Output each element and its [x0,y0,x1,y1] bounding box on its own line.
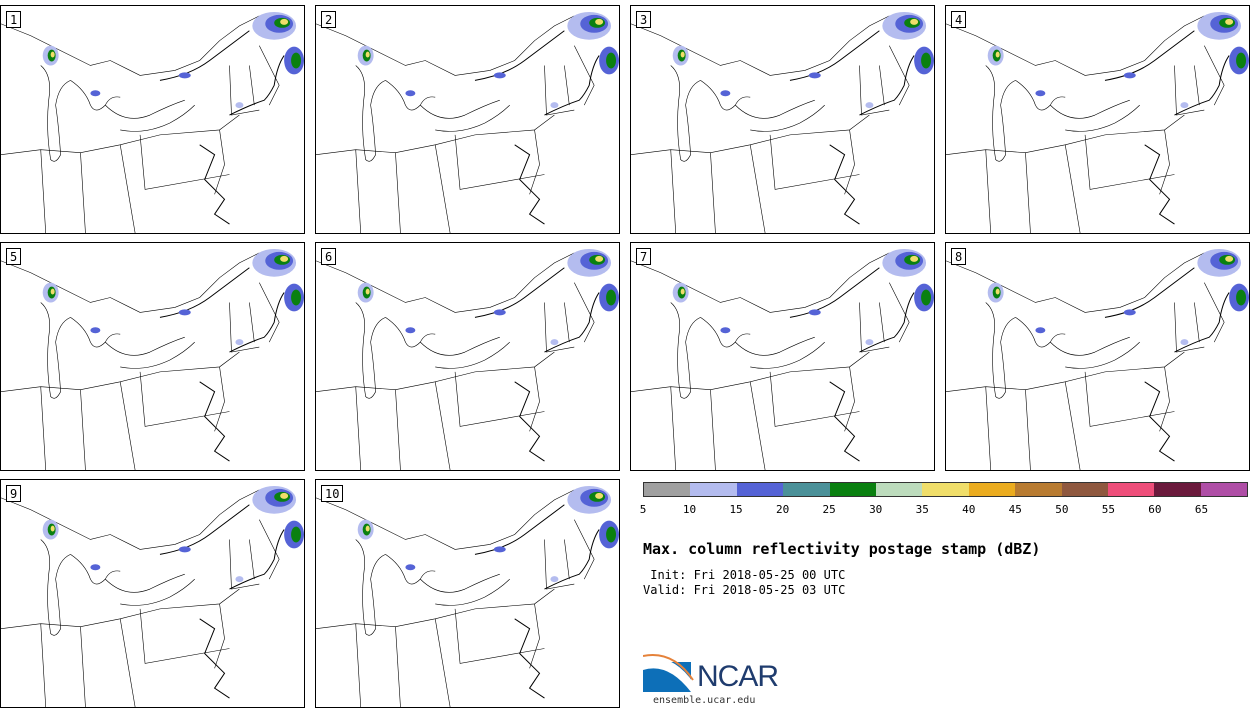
reflectivity-echoes [987,248,1249,346]
member-panel-1: 1 [0,5,305,234]
panel-label: 3 [636,11,652,28]
legend-tick-label: 60 [1148,503,1162,516]
panel-label: 6 [321,248,337,265]
legend-tick-label: 50 [1055,503,1069,516]
base-map [316,248,619,470]
base-map [1,485,304,707]
legend-swatch-6 [922,483,969,496]
panel-label: 2 [321,11,337,28]
base-map [1,11,304,233]
panel-label: 4 [951,11,967,28]
init-time: Init: Fri 2018-05-25 00 UTC [643,568,846,582]
reflectivity-echoes [42,485,304,583]
legend-tick-label: 40 [962,503,976,516]
member-panel-3: 3 [630,5,935,234]
member-panel-6: 6 [315,242,620,471]
legend-tick-label: 35 [915,503,929,516]
legend-swatch-9 [1061,483,1108,496]
panel-label: 9 [6,485,22,502]
legend-tick-label: 10 [682,503,697,516]
reflectivity-echoes [357,485,619,583]
legend-swatch-1 [690,483,737,496]
member-panel-7: 7 [630,242,935,471]
base-map [1,248,304,470]
legend-swatch-4 [829,483,876,496]
legend-tick-label: 20 [775,503,790,516]
ncar-logo-text: NCAR [697,660,779,693]
reflectivity-echoes [357,11,619,109]
base-map [316,485,619,707]
legend-tick-label: 45 [1008,503,1022,516]
legend-swatch-5 [875,483,923,496]
base-map [946,11,1249,233]
site-url[interactable]: ensemble.ucar.edu [653,695,756,706]
reflectivity-echoes [42,248,304,346]
ncar-logo-icon [643,654,694,692]
legend-colorbar [643,482,1248,497]
legend-tick-label: 65 [1194,503,1209,516]
legend-swatch-12 [1200,483,1248,496]
page-title: Max. column reflectivity postage stamp (… [643,540,1041,558]
panel-label: 1 [6,11,22,28]
reflectivity-echoes [357,248,619,346]
base-map [316,11,619,233]
legend-swatch-0 [644,483,691,496]
valid-time: Valid: Fri 2018-05-25 03 UTC [643,583,846,597]
member-panel-8: 8 [945,242,1250,471]
panel-label: 8 [951,248,967,265]
base-map [946,248,1249,470]
reflectivity-echoes [672,11,934,109]
member-panel-4: 4 [945,5,1250,234]
legend-swatch-2 [736,483,784,496]
legend-swatch-3 [783,483,830,496]
member-panel-5: 5 [0,242,305,471]
member-panel-10: 10 [315,479,620,708]
base-map [631,248,934,470]
panel-label: 7 [636,248,652,265]
panel-label: 5 [6,248,22,265]
legend-tick-label: 5 [639,503,647,516]
legend-tick-label: 55 [1101,503,1115,516]
legend-tick-label: 30 [869,503,883,516]
member-panel-2: 2 [315,5,620,234]
legend-swatch-10 [1107,483,1155,496]
base-map [631,11,934,233]
color-legend: 5 10 15 20 25 30 35 40 45 50 55 60 65 [640,482,1248,516]
legend-swatch-8 [1015,483,1062,496]
member-panel-9: 9 [0,479,305,708]
reflectivity-echoes [42,11,304,109]
panel-label: 10 [321,485,344,502]
reflectivity-echoes [672,248,934,346]
legend-swatch-7 [968,483,1016,496]
legend-tick-label: 25 [822,503,836,516]
legend-tick-label: 15 [729,503,743,516]
legend-swatch-11 [1154,483,1201,496]
reflectivity-echoes [987,11,1249,109]
